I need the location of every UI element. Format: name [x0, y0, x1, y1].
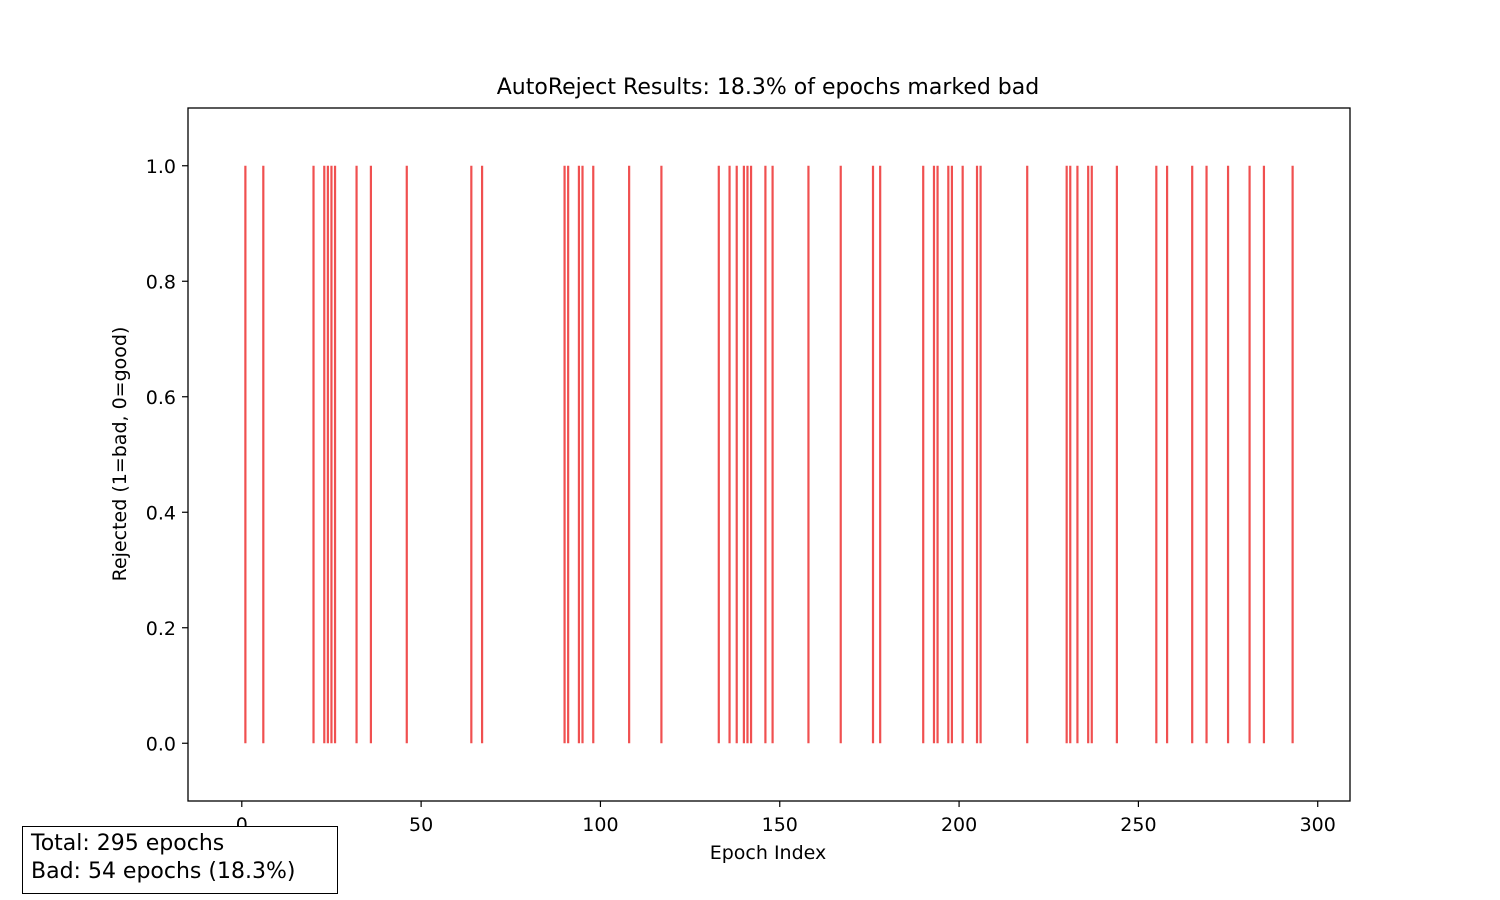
x-tick-label: 200: [941, 814, 977, 836]
y-axis-label: Rejected (1=bad, 0=good): [109, 327, 131, 582]
bar-group: [244, 165, 1294, 744]
y-tick-label: 1.0: [146, 156, 176, 178]
chart-title: AutoReject Results: 18.3% of epochs mark…: [497, 75, 1039, 100]
y-axis: 0.0 0.2 0.4 0.6 0.8 1.0: [146, 156, 188, 755]
summary-box: Total: 295 epochs Bad: 54 epochs (18.3%): [22, 826, 338, 894]
x-axis: 0 50 100 150 200 250 300: [236, 801, 1336, 836]
x-tick-label: 300: [1300, 814, 1336, 836]
y-tick-label: 0.8: [146, 271, 176, 293]
y-tick-label: 0.2: [146, 618, 176, 640]
x-tick-label: 250: [1120, 814, 1156, 836]
plot-frame: [187, 107, 1351, 802]
y-tick-label: 0.4: [146, 502, 176, 524]
summary-total: Total: 295 epochs: [31, 831, 225, 856]
x-tick-label: 50: [409, 814, 433, 836]
y-tick-label: 0.0: [146, 733, 176, 755]
x-axis-label: Epoch Index: [710, 842, 827, 864]
y-tick-label: 0.6: [146, 387, 176, 409]
x-tick-label: 150: [762, 814, 798, 836]
x-tick-label: 100: [582, 814, 618, 836]
summary-bad: Bad: 54 epochs (18.3%): [31, 859, 296, 884]
